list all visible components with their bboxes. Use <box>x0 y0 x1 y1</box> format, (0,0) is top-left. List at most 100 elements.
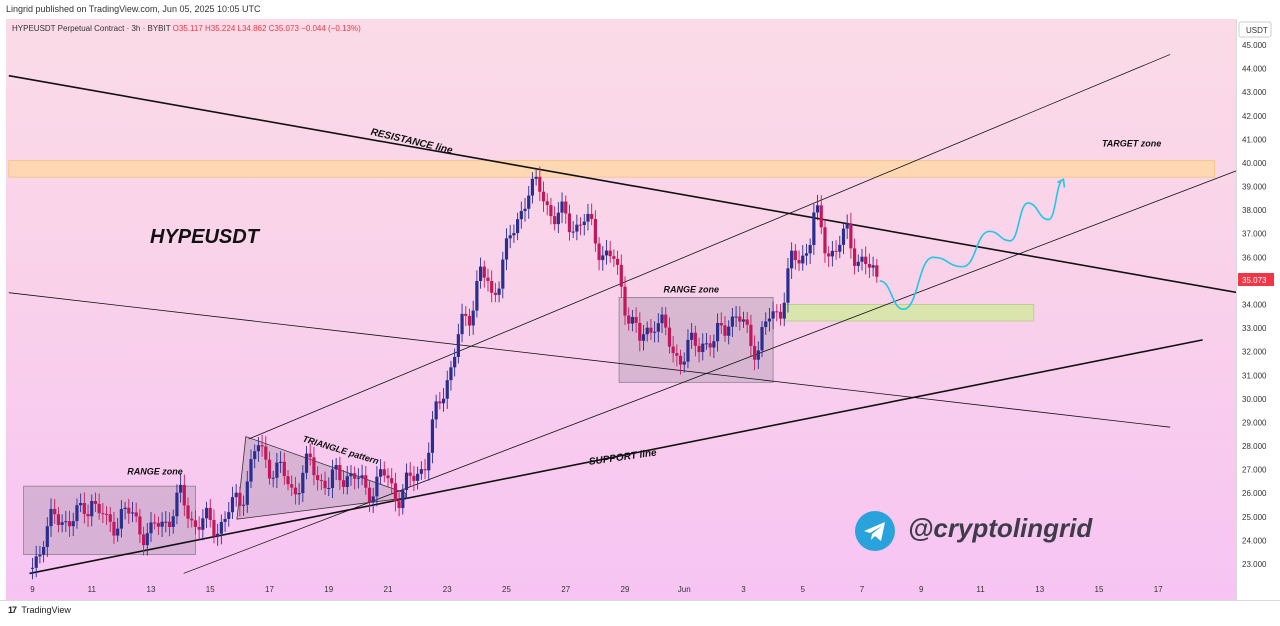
candle-body <box>49 508 53 527</box>
x-tick-label: 5 <box>801 585 806 594</box>
candle-body <box>201 518 205 530</box>
y-tick-label: 31.000 <box>1242 371 1267 380</box>
candle-body <box>93 501 98 504</box>
candle-body <box>697 345 701 353</box>
y-tick-label: 41.000 <box>1242 135 1267 144</box>
candle-body <box>219 521 223 534</box>
candle-body <box>638 322 642 341</box>
candle-body <box>260 445 264 447</box>
candle-body <box>704 343 709 345</box>
time-axis-bar[interactable] <box>0 600 1280 626</box>
candle-body <box>715 323 720 342</box>
y-tick-label: 27.000 <box>1242 466 1267 475</box>
candle-body <box>608 250 612 257</box>
candle-body <box>801 255 805 264</box>
candle-body <box>875 265 879 277</box>
x-tick-label: 17 <box>1154 585 1163 594</box>
range-zone-label: RANGE zone <box>664 285 720 295</box>
ohlc-open: O35.117 <box>172 24 203 33</box>
candle-body <box>830 250 834 257</box>
symbol-name: HYPEUSDT Perpetual Contract · 3h · BYBIT <box>12 24 171 33</box>
candle-body <box>690 332 694 340</box>
candle-body <box>782 302 786 319</box>
candle-body <box>567 213 572 233</box>
candle-body <box>356 477 360 479</box>
candle-body <box>871 265 875 268</box>
candle-body <box>730 316 734 327</box>
candle-body <box>738 316 742 322</box>
candle-body <box>482 266 486 278</box>
candle-body <box>397 501 401 509</box>
candle-body <box>82 503 86 514</box>
candle-body <box>575 224 579 232</box>
target-zone <box>8 160 1215 178</box>
candle-body <box>304 453 309 473</box>
candle-body <box>316 475 320 481</box>
y-tick-label: 36.000 <box>1242 253 1267 262</box>
candle-body <box>149 522 153 534</box>
currency-badge[interactable] <box>1238 21 1272 38</box>
candle-body <box>827 253 831 257</box>
candle-body <box>786 268 790 303</box>
candle-body <box>42 547 46 555</box>
candle-body <box>708 343 712 348</box>
candle-body <box>578 224 583 226</box>
candle-body <box>790 250 794 269</box>
candle-body <box>845 223 849 229</box>
y-tick-label: 37.000 <box>1242 230 1267 239</box>
candle-body <box>815 205 820 213</box>
candle-body <box>667 327 672 347</box>
candle-body <box>160 521 164 527</box>
candle-body <box>767 318 772 322</box>
candle-body <box>793 250 797 260</box>
candle-body <box>456 334 460 357</box>
y-tick-label: 39.000 <box>1242 183 1267 192</box>
candle-body <box>660 314 664 324</box>
candle-body <box>282 461 286 477</box>
candle-body <box>593 218 597 244</box>
x-tick-label: 19 <box>324 585 333 594</box>
candle-body <box>223 518 227 522</box>
candle-body <box>382 469 386 476</box>
symbol-info-bar[interactable]: HYPEUSDT Perpetual Contract · 3h · BYBIT… <box>12 24 361 33</box>
candle-body <box>30 567 35 569</box>
candle-body <box>423 469 427 471</box>
candle-body <box>375 476 379 497</box>
candle-body <box>867 264 872 268</box>
candle-body <box>56 514 61 525</box>
candle-body <box>671 346 675 354</box>
candle-body <box>241 504 246 506</box>
candle-body <box>349 473 353 477</box>
candle-body <box>645 327 649 335</box>
candle-body <box>675 353 679 356</box>
candle-body <box>686 339 690 362</box>
candle-body <box>90 501 94 517</box>
y-tick-label: 24.000 <box>1242 536 1267 545</box>
candle-body <box>116 528 120 536</box>
candle-body <box>656 323 660 332</box>
x-tick-label: 27 <box>561 585 570 594</box>
tradingview-brand[interactable]: 17 TradingView <box>8 605 71 615</box>
candle-body <box>253 451 257 460</box>
candle-body <box>367 487 372 503</box>
candle-body <box>338 465 342 481</box>
candle-body <box>286 476 290 485</box>
x-tick-label: 11 <box>88 585 97 594</box>
candle-body <box>134 512 138 517</box>
telegram-icon <box>855 511 895 551</box>
last-price-tag <box>1238 273 1274 286</box>
candle-body <box>852 248 857 266</box>
y-tick-label: 45.000 <box>1242 41 1267 50</box>
price-axis[interactable] <box>1236 19 1280 600</box>
candle-body <box>434 401 438 420</box>
candle-body <box>449 367 453 381</box>
x-tick-label: 25 <box>502 585 511 594</box>
channel-line <box>248 54 1171 440</box>
candle-body <box>445 380 449 399</box>
candle-body <box>560 201 564 213</box>
candle-body <box>112 521 116 536</box>
ohlc-high: H35.224 <box>205 24 236 33</box>
candle-body <box>108 514 112 522</box>
candle-body <box>179 484 183 493</box>
ohlc-change: −0.044 (−0.13%) <box>301 24 361 33</box>
